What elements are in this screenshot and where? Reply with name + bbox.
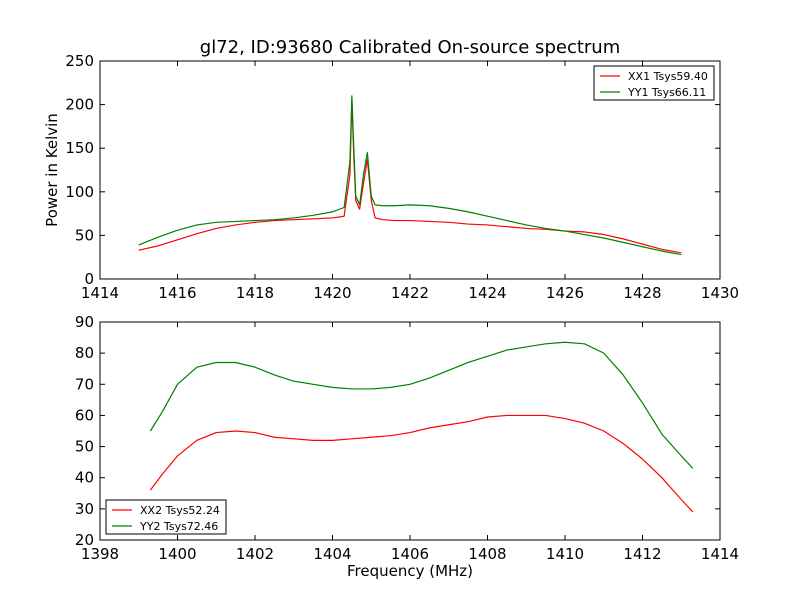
x-axis-label: Frequency (MHz) — [347, 562, 473, 580]
y-tick-label: 50 — [75, 438, 94, 456]
x-tick-label: 1404 — [313, 545, 351, 563]
x-tick-label: 1412 — [623, 545, 661, 563]
legend-label: YY1 Tsys66.11 — [627, 86, 706, 99]
y-tick-label: 80 — [75, 344, 94, 362]
chart-title: gl72, ID:93680 Calibrated On-source spec… — [200, 37, 620, 58]
subplot-2: 1398 1400 1402 1404 1406 1408 1410 1412 1414 20 30… — [75, 313, 739, 580]
x-tick-label: 1398 — [81, 545, 119, 563]
x-tick-label: 1424 — [468, 284, 506, 302]
series-line-2-1 — [149, 414, 694, 513]
x-tick-label: 1428 — [623, 284, 661, 302]
x-tick-label: 1414 — [81, 284, 119, 302]
x-tick-label: 1410 — [546, 545, 584, 563]
x-tick-label: 1420 — [313, 284, 351, 302]
y-tick-label: 50 — [75, 226, 94, 244]
legend-label: XX1 Tsys59.40 — [628, 70, 708, 83]
y-tick-label: 70 — [75, 375, 94, 393]
y-tick-label: 60 — [75, 406, 94, 424]
y-tick-label: 0 — [84, 270, 94, 288]
x-tick-label: 1402 — [236, 545, 274, 563]
x-tick-label: 1422 — [391, 284, 429, 302]
y-tick-label: 30 — [75, 500, 94, 518]
y-axis-label: Power in Kelvin — [43, 113, 61, 227]
x-tick-label: 1418 — [236, 284, 274, 302]
series-line-1-2 — [138, 95, 682, 256]
x-tick-label: 1400 — [158, 545, 196, 563]
x-tick-label: 1430 — [701, 284, 739, 302]
legend-box — [593, 65, 715, 101]
legend: XX1 Tsys59.40 YY1 Tsys66.11 — [593, 65, 715, 101]
x-tick-label: 1414 — [701, 545, 739, 563]
series-line-2-2 — [149, 341, 694, 469]
x-tick-label: 1408 — [468, 545, 506, 563]
legend-label: XX2 Tsys52.24 — [140, 504, 220, 517]
y-tick-label: 200 — [65, 96, 94, 114]
y-tick-label: 90 — [75, 313, 94, 331]
legend-box — [105, 499, 227, 535]
legend-label: YY2 Tsys72.46 — [139, 520, 218, 533]
y-tick-label: 100 — [65, 183, 94, 201]
x-tick-label: 1426 — [546, 284, 584, 302]
y-tick-label: 250 — [65, 52, 94, 70]
series-line-1-1 — [138, 99, 682, 254]
subplot-1: 1414 1416 1418 1420 1422 1424 1426 1428 1430 0 50 1… — [43, 52, 739, 302]
x-tick-label: 1406 — [391, 545, 429, 563]
legend: XX2 Tsys52.24 YY2 Tsys72.46 — [105, 499, 227, 535]
y-tick-label: 40 — [75, 469, 94, 487]
y-tick-label: 150 — [65, 139, 94, 157]
y-tick-label: 20 — [75, 531, 94, 549]
x-tick-label: 1416 — [158, 284, 196, 302]
